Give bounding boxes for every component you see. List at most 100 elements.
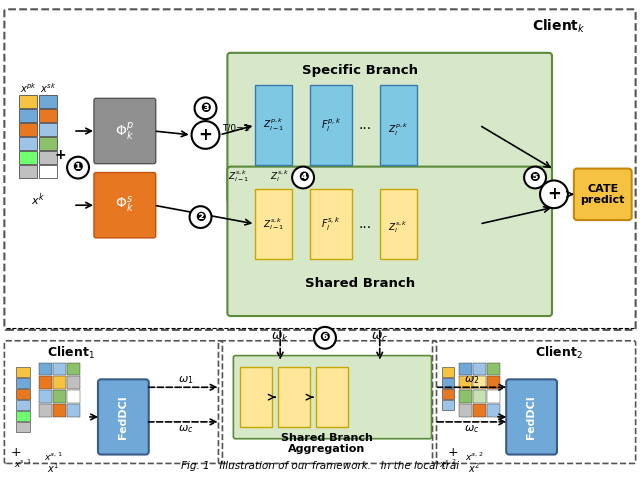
Text: $x^1$: $x^1$: [47, 461, 60, 475]
FancyBboxPatch shape: [94, 173, 156, 238]
Text: FedDCI: FedDCI: [118, 395, 128, 439]
Bar: [39, 164, 57, 177]
Text: $x^{a,1}$: $x^{a,1}$: [44, 450, 63, 463]
Text: $\omega_2$: $\omega_2$: [463, 374, 479, 386]
Text: $\Phi_k^s$: $\Phi_k^s$: [115, 195, 134, 215]
Text: $\omega_c$: $\omega_c$: [371, 331, 388, 344]
Bar: [17, 400, 30, 410]
Bar: [474, 362, 486, 375]
Text: Shared Branch: Shared Branch: [305, 277, 415, 290]
Bar: [53, 404, 66, 417]
Bar: [53, 390, 66, 403]
Text: $x^{pk}$: $x^{pk}$: [20, 82, 36, 95]
Bar: [474, 376, 486, 389]
Bar: [19, 137, 37, 150]
Text: $Z_l^{s,k}$: $Z_l^{s,k}$: [388, 219, 408, 235]
Bar: [310, 86, 352, 164]
Bar: [19, 96, 37, 108]
Text: $\omega_c$: $\omega_c$: [463, 423, 479, 435]
FancyBboxPatch shape: [227, 53, 552, 202]
FancyBboxPatch shape: [506, 380, 557, 455]
Bar: [460, 362, 472, 375]
Text: $F_l^{s,k}$: $F_l^{s,k}$: [321, 216, 340, 233]
Bar: [487, 404, 500, 417]
Bar: [67, 390, 80, 403]
Bar: [487, 390, 500, 403]
FancyBboxPatch shape: [98, 380, 148, 455]
Bar: [17, 422, 30, 432]
FancyBboxPatch shape: [574, 169, 632, 220]
Bar: [39, 362, 52, 375]
Text: $\omega_k$: $\omega_k$: [271, 331, 289, 344]
Text: ❺: ❺: [530, 171, 540, 184]
Circle shape: [195, 98, 216, 119]
Circle shape: [292, 167, 314, 188]
Bar: [474, 390, 486, 403]
Bar: [67, 404, 80, 417]
Text: $Z_{l-1}^{s,k}$: $Z_{l-1}^{s,k}$: [228, 169, 249, 185]
Bar: [19, 123, 37, 136]
Bar: [255, 86, 292, 164]
Bar: [442, 400, 454, 410]
Text: $\mathbf{Client}_2$: $\mathbf{Client}_2$: [535, 345, 583, 361]
Bar: [460, 390, 472, 403]
Text: T/0=1: T/0=1: [223, 123, 250, 132]
Text: $Z_l^{s,k}$: $Z_l^{s,k}$: [271, 169, 290, 185]
Text: $x^{sk}$: $x^{sk}$: [40, 82, 56, 95]
Bar: [278, 368, 310, 427]
Text: +: +: [448, 446, 459, 459]
Text: $Z_{l-1}^{p,k}$: $Z_{l-1}^{p,k}$: [262, 117, 284, 133]
Bar: [474, 404, 486, 417]
Text: +: +: [54, 148, 66, 162]
Text: ...: ...: [358, 118, 371, 132]
Text: ...: ...: [358, 217, 371, 231]
Text: ❷: ❷: [195, 211, 206, 224]
Text: ❻: ❻: [319, 331, 330, 344]
Bar: [39, 96, 57, 108]
Bar: [17, 411, 30, 421]
Bar: [442, 368, 454, 377]
FancyBboxPatch shape: [94, 98, 156, 163]
Bar: [67, 376, 80, 389]
Bar: [380, 86, 417, 164]
Bar: [19, 109, 37, 122]
Text: ❹: ❹: [298, 171, 308, 184]
Circle shape: [540, 181, 568, 208]
Text: Specific Branch: Specific Branch: [302, 64, 418, 77]
Text: $x^{s,1}$: $x^{s,1}$: [14, 457, 32, 470]
Text: $x^{a,2}$: $x^{a,2}$: [465, 450, 484, 463]
Text: $x^k$: $x^k$: [31, 191, 45, 207]
Bar: [255, 189, 292, 259]
Circle shape: [314, 327, 336, 348]
Text: +: +: [11, 446, 22, 459]
Circle shape: [524, 167, 546, 188]
Bar: [442, 379, 454, 388]
Text: $Z_{l-1}^{s,k}$: $Z_{l-1}^{s,k}$: [262, 216, 284, 232]
Text: Fig. 1   Illustration of our framework.   In the local trai: Fig. 1 Illustration of our framework. In…: [181, 461, 459, 471]
Bar: [39, 376, 52, 389]
Bar: [19, 151, 37, 163]
Bar: [380, 189, 417, 259]
Bar: [460, 404, 472, 417]
Bar: [316, 368, 348, 427]
Bar: [487, 362, 500, 375]
Bar: [487, 376, 500, 389]
Text: $\mathbf{Client}_k$: $\mathbf{Client}_k$: [532, 17, 586, 35]
Text: $x^2$: $x^2$: [468, 461, 481, 475]
Bar: [241, 368, 272, 427]
Text: $\omega_1$: $\omega_1$: [178, 374, 193, 386]
Text: $x^{s,2}$: $x^{s,2}$: [438, 457, 456, 470]
FancyBboxPatch shape: [227, 167, 552, 316]
Bar: [39, 151, 57, 163]
Bar: [39, 123, 57, 136]
Text: $\Phi_k^p$: $\Phi_k^p$: [115, 120, 134, 142]
Text: $F_l^{p,k}$: $F_l^{p,k}$: [321, 116, 341, 134]
Bar: [39, 390, 52, 403]
Bar: [442, 389, 454, 399]
Bar: [17, 389, 30, 399]
Bar: [39, 137, 57, 150]
Circle shape: [191, 121, 220, 149]
Text: $Z_l^{p,k}$: $Z_l^{p,k}$: [388, 122, 408, 138]
Bar: [67, 362, 80, 375]
Bar: [19, 164, 37, 177]
